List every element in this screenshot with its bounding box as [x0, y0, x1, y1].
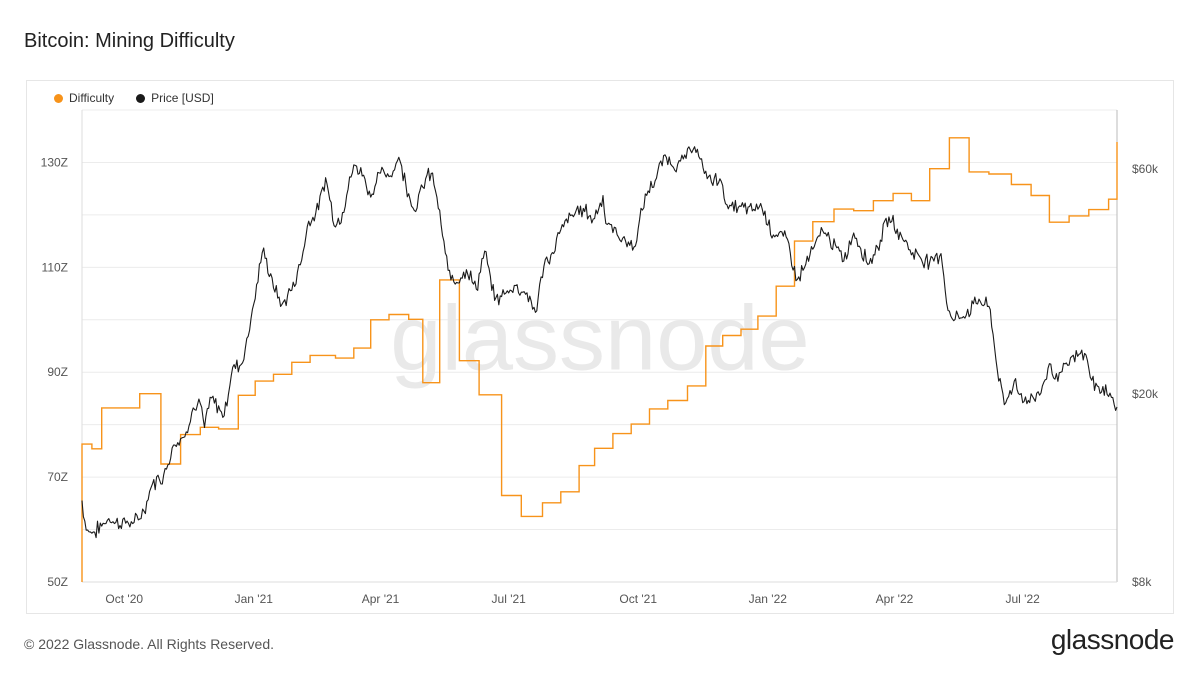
difficulty-line — [81, 137, 1118, 582]
grid-lines — [81, 109, 1118, 583]
legend-label-price: Price [USD] — [151, 91, 214, 105]
left-tick-label: 110Z — [42, 260, 68, 274]
x-tick-label: Jul '21 — [492, 592, 527, 606]
left-tick-label: 70Z — [47, 470, 68, 484]
copyright-footer: © 2022 Glassnode. All Rights Reserved. — [24, 636, 275, 652]
legend-label-difficulty: Difficulty — [69, 91, 115, 105]
x-tick-label: Oct '21 — [619, 592, 657, 606]
x-tick-label: Jan '22 — [749, 592, 788, 606]
right-tick-label: $8k — [1132, 575, 1152, 589]
left-tick-label: 50Z — [47, 575, 68, 589]
x-tick-label: Apr '21 — [362, 592, 400, 606]
price-line — [81, 146, 1118, 539]
x-tick-label: Jul '22 — [1005, 592, 1040, 606]
chart-panel — [26, 80, 1174, 614]
left-tick-label: 130Z — [41, 155, 68, 169]
chart-title: Bitcoin: Mining Difficulty — [24, 30, 235, 52]
right-tick-label: $60k — [1132, 162, 1159, 176]
price-legend-dot — [136, 93, 146, 103]
series-group — [81, 137, 1118, 582]
right-axis: $8k $20k $60k — [1132, 162, 1159, 589]
watermark: glassnode — [390, 287, 809, 389]
legend-item-difficulty[interactable]: Difficulty — [54, 91, 114, 105]
right-tick-label: $20k — [1132, 387, 1159, 401]
x-axis: Oct '20 Jan '21 Apr '21 Jul '21 Oct '21 Jan '… — [105, 592, 1040, 606]
x-tick-label: Apr '22 — [876, 592, 914, 606]
brand-logo[interactable]: glassnode — [1050, 624, 1175, 655]
difficulty-legend-dot — [54, 93, 63, 103]
x-tick-label: Jan '21 — [235, 592, 274, 606]
legend: Difficulty Price [USD] — [54, 91, 214, 105]
left-tick-label: 90Z — [47, 365, 68, 379]
legend-item-price[interactable]: Price [USD] — [136, 91, 214, 105]
x-tick-label: Oct '20 — [105, 592, 143, 606]
left-axis: 50Z 70Z 90Z 110Z 130Z — [41, 155, 68, 589]
